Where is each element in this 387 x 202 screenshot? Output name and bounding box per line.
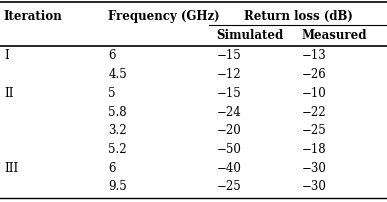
Text: −26: −26 (302, 68, 327, 81)
Text: −18: −18 (302, 143, 327, 156)
Text: Frequency (GHz): Frequency (GHz) (108, 10, 220, 23)
Text: −25: −25 (302, 124, 327, 137)
Text: 5.8: 5.8 (108, 105, 127, 119)
Text: II: II (4, 87, 14, 100)
Text: 6: 6 (108, 162, 116, 175)
Text: Return loss (dB): Return loss (dB) (243, 10, 353, 23)
Text: −20: −20 (217, 124, 241, 137)
Text: 5.2: 5.2 (108, 143, 127, 156)
Text: −30: −30 (302, 162, 327, 175)
Text: Iteration: Iteration (4, 10, 63, 23)
Text: −15: −15 (217, 87, 241, 100)
Text: −13: −13 (302, 49, 327, 62)
Text: −25: −25 (217, 180, 241, 193)
Text: −50: −50 (217, 143, 241, 156)
Text: −22: −22 (302, 105, 327, 119)
Text: −24: −24 (217, 105, 241, 119)
Text: III: III (4, 162, 18, 175)
Text: −15: −15 (217, 49, 241, 62)
Text: I: I (4, 49, 9, 62)
Text: 4.5: 4.5 (108, 68, 127, 81)
Text: 9.5: 9.5 (108, 180, 127, 193)
Text: 3.2: 3.2 (108, 124, 127, 137)
Text: Measured: Measured (302, 29, 367, 42)
Text: 5: 5 (108, 87, 116, 100)
Text: 6: 6 (108, 49, 116, 62)
Text: −12: −12 (217, 68, 241, 81)
Text: −40: −40 (217, 162, 241, 175)
Text: −30: −30 (302, 180, 327, 193)
Text: −10: −10 (302, 87, 327, 100)
Text: Simulated: Simulated (217, 29, 284, 42)
